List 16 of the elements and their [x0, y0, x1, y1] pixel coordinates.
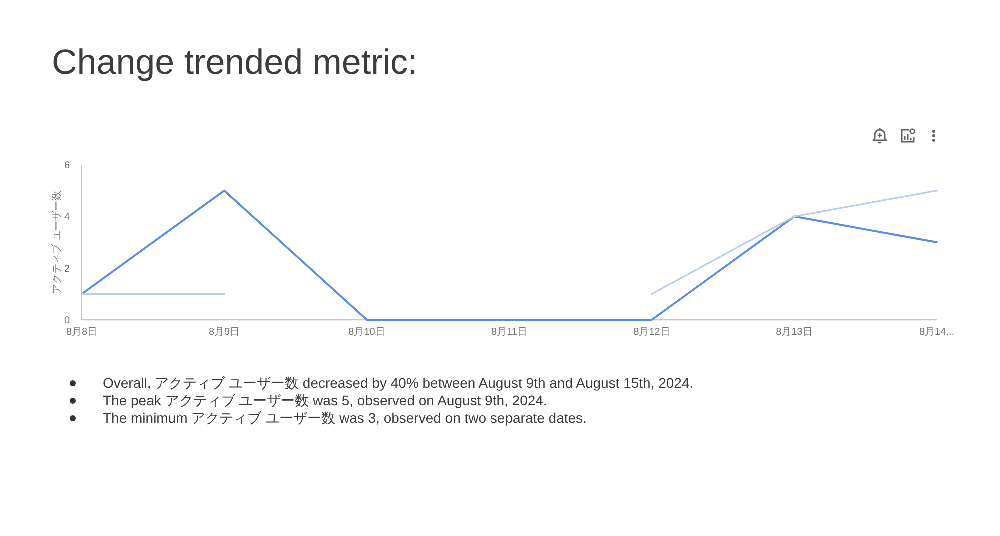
- x-tick-label: 8月12日: [634, 327, 670, 338]
- x-tick-label: 8月8日: [66, 327, 98, 338]
- y-tick-label: 2: [64, 264, 70, 275]
- y-tick-label: 6: [64, 160, 70, 172]
- x-tick-label: 8月10日: [348, 327, 386, 338]
- x-tick-label: 8月13日: [776, 327, 813, 338]
- text: The minimum アクティブ ユーザー数 was 3, observed on two separate dates.: [103, 410, 587, 426]
- text: The peak アクティブ ユーザー数 was 5, observed on August 9th, 2024.: [103, 392, 548, 408]
- x-tick-label: 8月9日: [208, 327, 240, 338]
- y-tick-label: 0: [64, 316, 70, 326]
- x-tick-label: 8月14...: [919, 327, 955, 338]
- y-axis-title: アクティブ ユーザー数: [51, 191, 63, 294]
- text: Overall, アクティブ ユーザー数 decreased by 40% between August 9th and August 15th, 2024.: [103, 375, 694, 391]
- x-tick-label: 8月11日: [492, 327, 528, 338]
- y-tick-label: 4: [64, 212, 70, 224]
- chart-title: Change trended metric:: [52, 43, 418, 82]
